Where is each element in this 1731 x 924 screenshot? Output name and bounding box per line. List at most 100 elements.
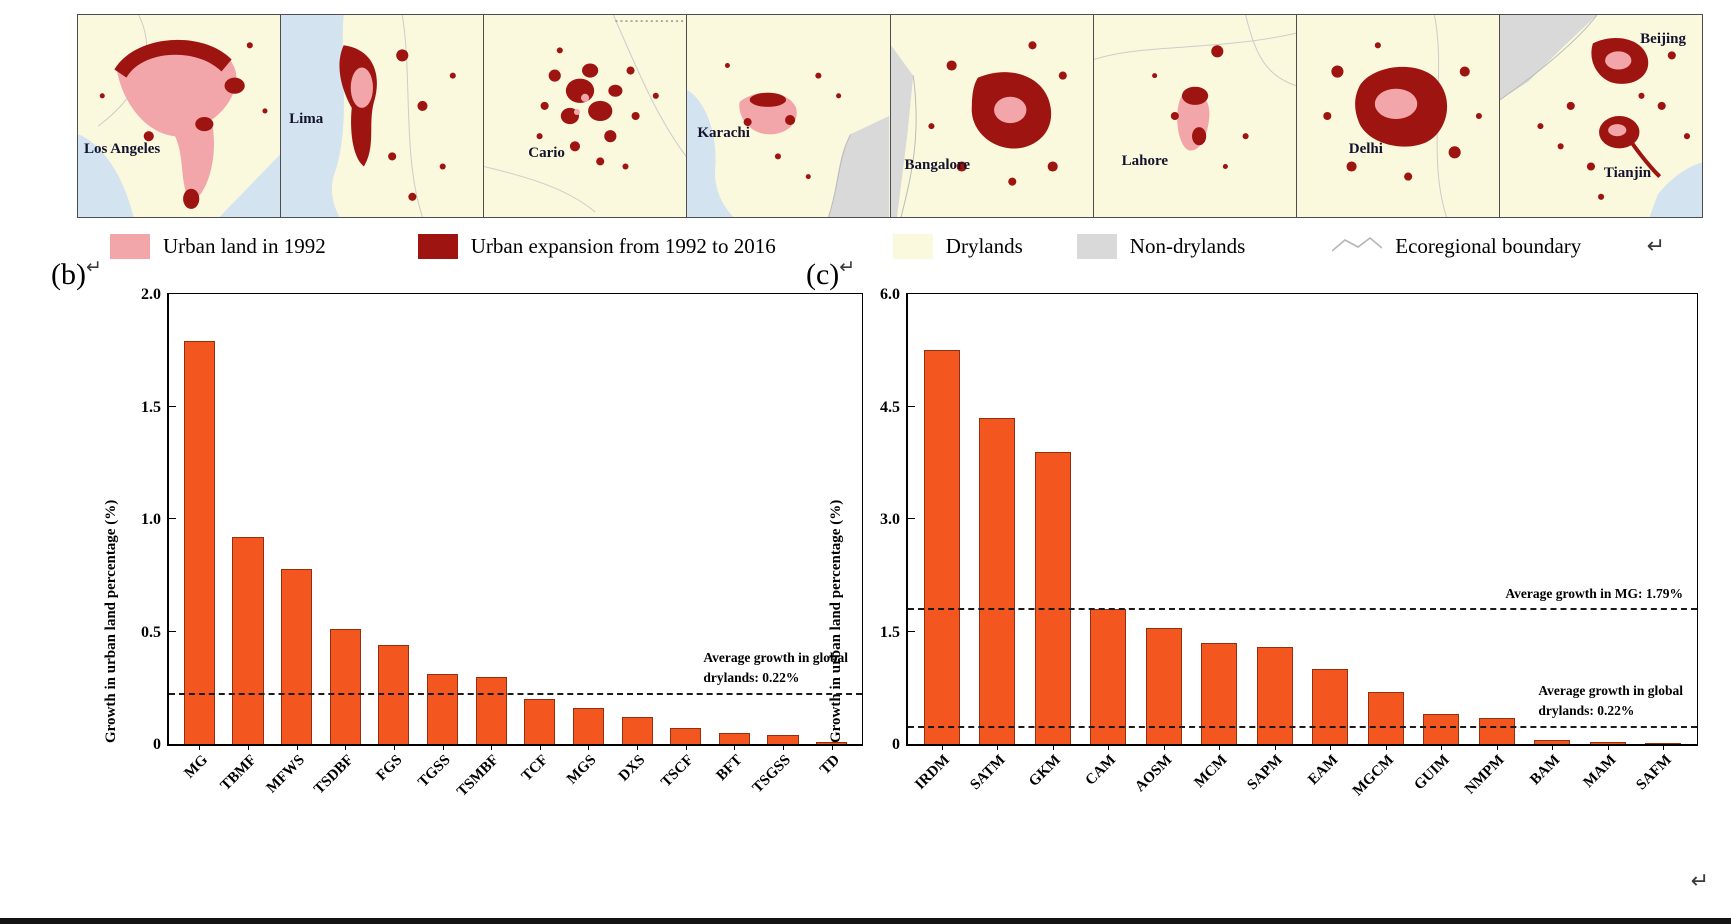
- plot-area-c: 0 1.5 3.0 4.5 6.0 IRDM SATM GKM CAM AOSM MCM SAPM EA…: [880, 286, 1698, 799]
- x-tick-mark: [199, 744, 201, 750]
- map-panel-bangalore: Bangalore: [889, 14, 1094, 218]
- bar-slot: MCM: [1192, 294, 1248, 791]
- bar-slot: TD: [807, 294, 856, 778]
- x-tick-mark: [1219, 744, 1221, 750]
- legend-label-non-drylands: Non-drylands: [1129, 233, 1246, 258]
- x-tick-label: MCM: [1191, 752, 1231, 792]
- average-annotation: Average growth in global drylands: 0.22%: [703, 650, 848, 686]
- paragraph-return-mark: ↵: [85, 256, 102, 278]
- x-tick-mark: [831, 744, 833, 750]
- y-tick-mark: [908, 518, 915, 519]
- x-tick-label: EAM: [1305, 752, 1342, 789]
- bar-slot: SATM: [967, 294, 1026, 793]
- city-label-lima: Lima: [289, 111, 324, 127]
- bar-tscf: [670, 728, 702, 744]
- average-dashed-line: [169, 692, 862, 695]
- map-beijing-tianjin-graphic: [1499, 15, 1702, 217]
- x-tick-label: TBMF: [217, 752, 260, 794]
- paragraph-return-mark: ↵: [1690, 869, 1709, 894]
- map-panel-beijing-tianjin: Beijing Tianjin: [1498, 14, 1703, 218]
- bar-fgs: [378, 645, 410, 744]
- bar-slot: SAPM: [1245, 294, 1303, 793]
- city-label-beijing: Beijing: [1640, 31, 1686, 47]
- city-label-los-angeles: Los Angeles: [84, 141, 161, 157]
- x-tick-label: CAM: [1082, 752, 1120, 789]
- bar-slot: NMPM: [1463, 294, 1525, 797]
- map-delhi-graphic: [1296, 15, 1499, 217]
- bar-mg: [183, 341, 215, 744]
- x-tick-mark: [997, 744, 999, 750]
- x-tick-label: MGS: [564, 752, 600, 788]
- y-tick-label: 1.5: [141, 398, 161, 416]
- x-tick-label: NMPM: [1462, 752, 1509, 798]
- x-tick-label: MAM: [1580, 752, 1620, 792]
- x-tick-label: BFT: [713, 752, 746, 784]
- urban-1992-swatch-icon: [110, 233, 150, 259]
- ecoregional-boundary-line-icon: [1332, 236, 1383, 252]
- bar-tcf: [524, 699, 556, 744]
- map-panel-karachi: Karachi: [686, 14, 891, 218]
- bar-bft: [718, 732, 750, 744]
- x-tick-mark: [345, 744, 347, 750]
- bar-slot: MG: [175, 294, 224, 782]
- panel-label-b: (b)↵: [51, 256, 102, 291]
- drylands-swatch-icon: [892, 233, 933, 259]
- x-tick-mark: [296, 744, 298, 750]
- y-tick-label: 0.5: [141, 623, 161, 641]
- x-tick-mark: [1108, 744, 1110, 750]
- bar-slot: AOSM: [1132, 294, 1192, 795]
- x-tick-mark: [539, 744, 541, 750]
- bar-sapm: [1256, 646, 1293, 744]
- y-tick-mark: [908, 405, 915, 407]
- map-panel-cairo: Cario: [483, 14, 688, 218]
- bar-slot: DXS: [613, 294, 662, 785]
- x-tick-label: GUIM: [1411, 752, 1453, 794]
- bar-irdm: [923, 350, 960, 744]
- legend-item-ecoregional-boundary: Ecoregional boundary: [1332, 233, 1581, 259]
- x-tick-label: TSGSS: [749, 752, 795, 797]
- bar-slot: TSCF: [659, 294, 710, 790]
- x-tick-label: MFWS: [263, 752, 308, 797]
- x-tick-mark: [442, 744, 444, 750]
- map-panel-lima: Lima: [280, 14, 485, 218]
- x-tick-mark: [941, 744, 943, 750]
- map-lima-graphic: [281, 15, 484, 217]
- city-label-delhi: Delhi: [1348, 141, 1383, 157]
- x-tick-mark: [1441, 744, 1443, 750]
- city-label-karachi: Karachi: [697, 125, 750, 141]
- legend-item-drylands: Drylands: [892, 233, 1023, 259]
- map-panel-los-angeles: Los Angeles: [77, 14, 282, 218]
- y-tick-label: 4.5: [880, 398, 900, 416]
- legend-item-non-drylands: Non-drylands: [1076, 233, 1246, 259]
- bar-bam: [1534, 740, 1570, 744]
- bar-tsgss: [767, 735, 799, 744]
- average-annotation: Average growth in MG: 1.79%: [1505, 585, 1683, 601]
- city-label-bangalore: Bangalore: [904, 157, 971, 173]
- bar-mgs: [572, 708, 604, 744]
- legend-item-urban-1992: Urban land in 1992: [110, 233, 326, 259]
- bar-tgss: [426, 674, 459, 744]
- legend-label-drylands: Drylands: [945, 233, 1023, 258]
- x-tick-mark: [247, 744, 249, 750]
- bar-slot: MGS: [564, 294, 613, 787]
- x-tick-label: TSCF: [658, 752, 698, 791]
- bar-slot: MAM: [1580, 294, 1636, 791]
- x-tick-label: MGCM: [1349, 752, 1398, 800]
- x-tick-mark: [783, 744, 784, 750]
- y-tick-mark: [169, 518, 176, 519]
- x-tick-mark: [1663, 744, 1665, 750]
- y-tick-mark: [169, 630, 176, 632]
- x-tick-mark: [1274, 744, 1276, 750]
- bar-slot: TSMBF: [455, 294, 516, 800]
- x-tick-label: IRDM: [912, 752, 954, 793]
- x-tick-mark: [491, 744, 493, 750]
- y-tick-label: 0: [153, 736, 161, 753]
- map-bangalore-graphic: [890, 15, 1093, 217]
- bar-mgcm: [1367, 691, 1404, 744]
- x-tick-label: TCF: [518, 752, 552, 785]
- bar-gkm: [1034, 451, 1071, 744]
- map-los-angeles-graphic: [78, 15, 281, 217]
- bar-slot: TSDBF: [311, 294, 370, 798]
- bar-slot: GKM: [1025, 294, 1081, 790]
- x-tick-mark: [1330, 744, 1332, 750]
